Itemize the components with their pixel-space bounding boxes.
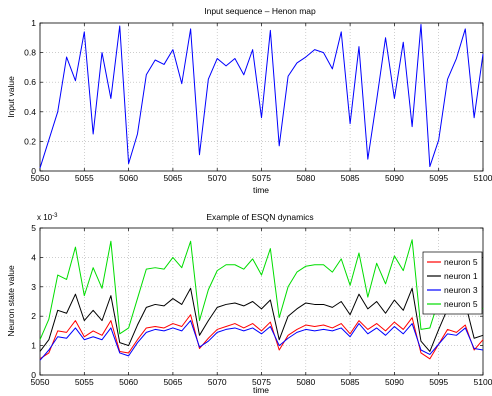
y-tick-label: 0.8 [24, 48, 36, 58]
legend-label: neuron 3 [444, 285, 478, 295]
x-tick-label: 5095 [429, 377, 448, 387]
y-tick-label: 0.2 [24, 136, 36, 146]
y-tick-label: 1 [31, 341, 36, 351]
legend: neuron 5 neuron 1 neuron 3 neuron 5 [422, 251, 483, 315]
y-tick-label: 0 [31, 166, 36, 176]
legend-label: neuron 5 [444, 257, 478, 267]
series-line-1 [39, 23, 484, 169]
chart-title: Input sequence – Henon map [204, 6, 316, 16]
y-tick-label: 3 [31, 282, 36, 292]
grid [39, 22, 484, 172]
x-tick-label: 5050 [31, 173, 50, 183]
y-tick-label: 0.4 [24, 107, 36, 117]
y-tick-label: 0.6 [24, 77, 36, 87]
x-tick-label: 5070 [208, 377, 227, 387]
input-sequence-chart: Input sequence – Henon map 5050 5055 5060 5… [6, 6, 492, 195]
x-tick-label: 5050 [31, 377, 50, 387]
x-tick-label: 5055 [75, 173, 94, 183]
x-tick-labels: 5050 5055 5060 5065 5070 5075 5080 5085 5090 5095… [31, 377, 492, 387]
series-line-3 [39, 320, 484, 361]
legend-items: neuron 5 neuron 1 neuron 3 neuron 5 [427, 257, 478, 309]
x-tick-label: 5085 [341, 173, 360, 183]
x-axis-label: time [253, 385, 269, 395]
series-line-1 [39, 314, 484, 360]
y-axis-label: Input value [6, 76, 16, 118]
y-axis-label: Neuron state value [6, 265, 16, 337]
x-tick-label: 5080 [296, 173, 315, 183]
x-tick-label: 5095 [429, 173, 448, 183]
legend-label: neuron 5 [444, 299, 478, 309]
x-tick-label: 5075 [252, 377, 271, 387]
x-tick-label: 5080 [296, 377, 315, 387]
x-tick-label: 5060 [119, 173, 138, 183]
x-tick-label: 5075 [252, 173, 271, 183]
y-tick-label: 4 [31, 252, 36, 262]
x-tick-label: 5065 [163, 173, 182, 183]
series-lines [39, 239, 484, 361]
x-tick-label: 5100 [474, 377, 492, 387]
x-tick-label: 5065 [163, 377, 182, 387]
plot-area [39, 227, 484, 376]
esqn-dynamics-chart: Example of ESQN dynamics x 10-3 5050 5055… [6, 212, 492, 395]
grid [39, 227, 484, 376]
y-tick-labels: 0 1 2 3 4 5 [31, 223, 36, 380]
x-tick-label: 5090 [385, 173, 404, 183]
legend-label: neuron 1 [444, 271, 478, 281]
series-lines [39, 23, 484, 169]
x-tick-label: 5100 [474, 173, 492, 183]
x-tick-label: 5085 [341, 377, 360, 387]
x-tick-label: 5060 [119, 377, 138, 387]
plot-area [39, 22, 484, 172]
x-axis-label: time [253, 185, 269, 195]
y-tick-labels: 0 0.2 0.4 0.6 0.8 1 [24, 18, 36, 176]
y-tick-label: 2 [31, 311, 36, 321]
y-tick-label: 0 [31, 370, 36, 380]
x-tick-label: 5090 [385, 377, 404, 387]
chart-title: Example of ESQN dynamics [206, 212, 313, 222]
y-exponent-label: x 10-3 [37, 213, 58, 222]
x-tick-labels: 5050 5055 5060 5065 5070 5075 5080 5085 5090 5095… [31, 173, 492, 183]
y-tick-label: 5 [31, 223, 36, 233]
y-tick-label: 1 [31, 18, 36, 28]
series-line-4 [39, 239, 484, 340]
x-tick-label: 5055 [75, 377, 94, 387]
series-line-2 [39, 287, 484, 352]
x-tick-label: 5070 [208, 173, 227, 183]
